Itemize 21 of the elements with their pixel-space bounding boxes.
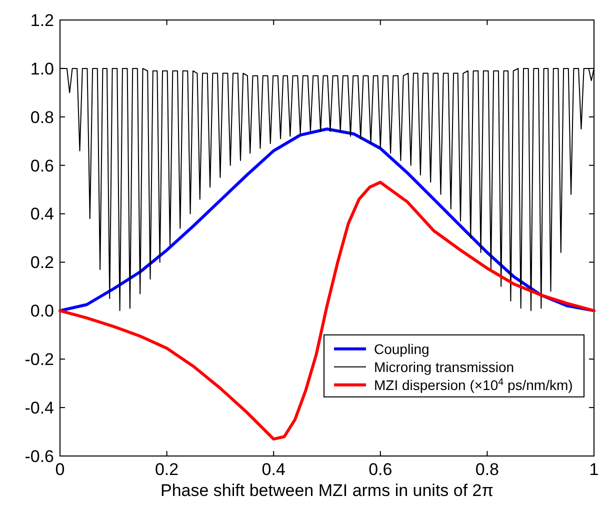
y-tick-label: -0.2: [24, 350, 54, 370]
legend-label: Microring transmission: [374, 358, 514, 375]
y-tick-label: 0.2: [30, 253, 54, 272]
y-tick-label: -0.6: [24, 446, 54, 466]
y-tick-label: 0.0: [30, 302, 54, 321]
y-tick-label: 0.4: [30, 204, 54, 224]
x-tick-label: 1: [589, 460, 599, 479]
y-tick-label: -0.4: [24, 398, 54, 418]
x-axis-title: Phase shift between MZI arms in units of 2π: [160, 481, 494, 500]
y-tick-label: 1.0: [30, 59, 54, 78]
legend-label: MZI dispersion (×10$^{4}$ ps/nm/km): [374, 376, 573, 393]
x-tick-label: 0: [55, 460, 65, 479]
x-tick-label: 0.4: [262, 460, 286, 479]
y-tick-label: 0.8: [30, 108, 54, 127]
x-tick-label: 0.6: [368, 460, 392, 479]
x-tick-label: 0.2: [154, 460, 179, 479]
x-tick-label: 0.8: [475, 460, 500, 479]
legend-label: Coupling: [374, 340, 430, 357]
y-tick-label: 0.6: [30, 156, 54, 176]
line-series: [58, 180, 596, 441]
y-tick-label: 1.2: [30, 10, 54, 30]
